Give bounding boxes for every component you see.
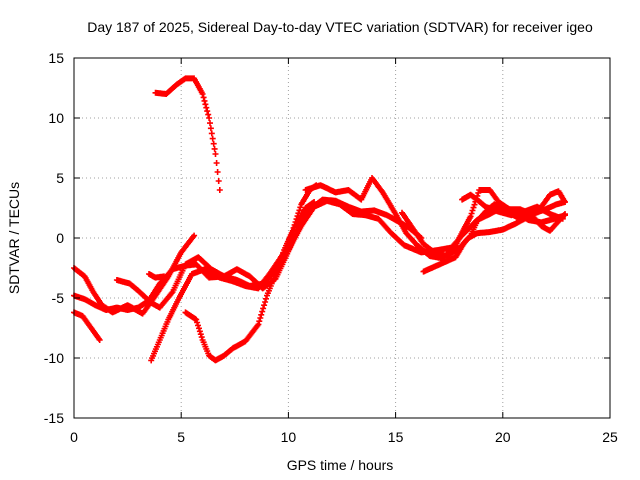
data-point-markers <box>459 191 566 222</box>
y-tick-label: -5 <box>52 290 65 306</box>
y-tick-label: 15 <box>48 50 64 66</box>
y-tick-label: 10 <box>48 110 64 126</box>
axis-ticks: 0 5 10 15 20 25 -15 -10 -5 0 5 10 15 <box>44 50 618 445</box>
x-tick-label: 10 <box>281 429 297 445</box>
series-track-l <box>459 191 566 222</box>
y-axis-label: SDTVAR / TECUs <box>6 182 22 294</box>
data-point-markers <box>146 271 167 281</box>
y-tick-label: -10 <box>44 350 64 366</box>
x-tick-label: 0 <box>70 429 78 445</box>
x-tick-label: 25 <box>602 429 618 445</box>
series-track-h <box>152 75 223 193</box>
data-point-markers <box>113 196 425 311</box>
data-point-markers <box>302 175 568 262</box>
x-tick-label: 15 <box>388 429 404 445</box>
chart-title: Day 187 of 2025, Sidereal Day-to-day VTE… <box>87 19 593 35</box>
x-tick-label: 20 <box>495 429 511 445</box>
series-track-e <box>146 271 167 281</box>
x-tick-label: 5 <box>177 429 185 445</box>
y-tick-label: 5 <box>56 170 64 186</box>
series-track-g <box>182 182 320 364</box>
data-point-markers <box>152 75 223 193</box>
data-point-markers <box>182 182 320 364</box>
y-tick-label: -15 <box>44 410 64 426</box>
x-axis-label: GPS time / hours <box>287 457 394 473</box>
data-point-markers <box>420 199 568 275</box>
series-track-k <box>420 199 568 275</box>
series-track-i <box>302 175 568 262</box>
series-track-d <box>113 196 425 311</box>
y-tick-label: 0 <box>56 230 64 246</box>
data-marks <box>71 75 568 364</box>
